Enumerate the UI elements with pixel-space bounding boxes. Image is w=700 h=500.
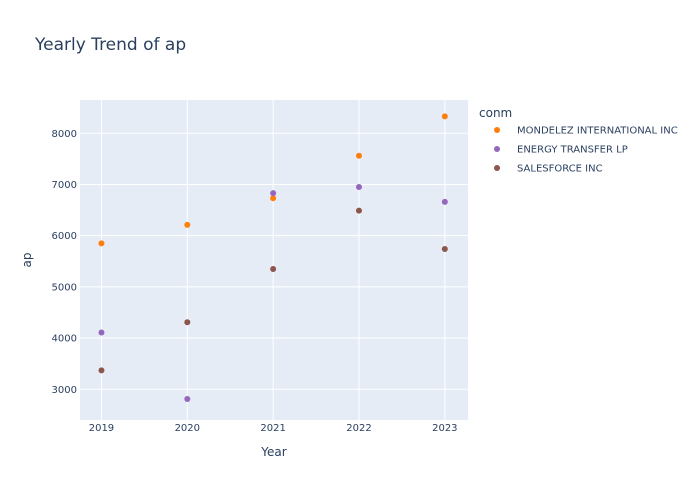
- data-point: [98, 329, 105, 336]
- legend-marker: [494, 146, 500, 152]
- data-point: [184, 396, 191, 403]
- data-point: [270, 190, 277, 197]
- y-tick-label: 8000: [52, 129, 77, 140]
- data-point: [184, 221, 191, 228]
- data-point: [98, 367, 105, 374]
- legend-label: MONDELEZ INTERNATIONAL INC: [517, 126, 678, 137]
- series-1: [98, 184, 448, 403]
- y-tick-label: 4000: [52, 334, 77, 345]
- legend-marker: [494, 165, 500, 171]
- legend-label: SALESFORCE INC: [517, 164, 603, 175]
- x-tick-labels: 2019 2020 2021 2022 2023: [89, 423, 458, 434]
- data-point: [270, 195, 277, 202]
- data-point: [441, 113, 448, 120]
- legend-item[interactable]: SALESFORCE INC: [494, 164, 603, 175]
- x-tick-label: 2022: [346, 423, 371, 434]
- series-2: [98, 207, 448, 374]
- legend-title: conm: [479, 106, 512, 120]
- x-tick-label: 2019: [89, 423, 114, 434]
- gridlines: [80, 100, 468, 420]
- data-point: [270, 265, 277, 272]
- legend: conm MONDELEZ INTERNATIONAL INC ENERGY TR…: [479, 106, 678, 175]
- x-tick-label: 2020: [175, 423, 200, 434]
- x-axis-title: Year: [260, 445, 286, 459]
- legend-label: ENERGY TRANSFER LP: [517, 145, 628, 156]
- plot-background: [80, 100, 468, 420]
- legend-item[interactable]: ENERGY TRANSFER LP: [494, 145, 628, 156]
- x-tick-label: 2023: [432, 423, 457, 434]
- data-point: [98, 240, 105, 247]
- chart-title: Yearly Trend of ap: [34, 35, 186, 55]
- y-tick-label: 5000: [52, 282, 77, 293]
- y-tick-label: 3000: [52, 385, 77, 396]
- data-point: [184, 319, 191, 326]
- y-tick-labels: 3000 4000 5000 6000 7000 8000: [52, 129, 77, 396]
- x-tick-label: 2021: [260, 423, 285, 434]
- y-tick-label: 7000: [52, 180, 77, 191]
- data-point: [355, 207, 362, 214]
- legend-item[interactable]: MONDELEZ INTERNATIONAL INC: [494, 126, 678, 137]
- data-point: [441, 198, 448, 205]
- data-points: [98, 113, 448, 403]
- y-tick-label: 6000: [52, 231, 77, 242]
- y-axis-title: ap: [20, 253, 34, 268]
- data-point: [441, 245, 448, 252]
- series-0: [98, 113, 448, 247]
- data-point: [355, 152, 362, 159]
- legend-marker: [494, 127, 500, 133]
- data-point: [355, 184, 362, 191]
